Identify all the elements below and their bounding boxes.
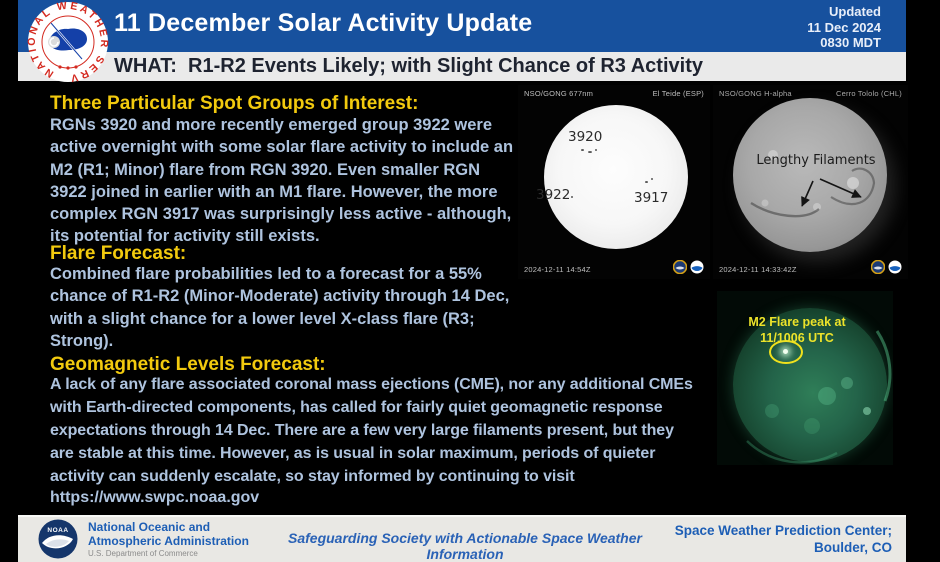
what-banner-bar [18, 52, 906, 81]
white-light-site-label: El Teide (ESP) [652, 89, 704, 98]
swpc-location: Space Weather Prediction Center; Boulder… [674, 523, 892, 555]
footer-bar [18, 515, 906, 562]
white-light-sun-image: 3920 3922 3917 NSO/GONG 677nm El Teide (… [518, 85, 710, 279]
region-label-3920: 3920 [568, 129, 603, 145]
updated-timestamp: Updated 11 Dec 2024 0830 MDT [807, 4, 881, 50]
region-label-3917: 3917 [634, 190, 669, 206]
section-body-spot-groups: RGNs 3920 and more recently emerged grou… [50, 116, 514, 246]
filament-annotation-overlay [750, 150, 876, 218]
header-bar [18, 0, 906, 52]
noaa-logo-icon: NOAA [38, 519, 78, 559]
noaa-seal-icon [673, 260, 687, 274]
filament-annotation-text: Lengthy Filaments [756, 153, 876, 168]
section-body-flare-forecast: Combined flare probabilities led to a fo… [50, 265, 510, 350]
flare-highlight-ellipse [769, 340, 803, 364]
suvi-texture-overlay [746, 330, 892, 464]
section-heading-spot-groups: Three Particular Spot Groups of Interest… [50, 93, 419, 114]
sun-disk-halpha [733, 98, 887, 252]
swpc-url-link[interactable]: https://www.swpc.noaa.gov [50, 489, 260, 506]
nws-mini-icon [690, 260, 704, 274]
what-banner-text: WHAT: R1-R2 Events Likely; with Slight C… [114, 55, 703, 77]
flare-annotation-text: M2 Flare peak at 11/1006 UTC [748, 315, 846, 345]
nws-mini-icon [888, 260, 902, 274]
region-label-3922: 3922 [536, 187, 571, 203]
nws-logo-icon: NATIONAL WEATHER SERVICE [22, 0, 109, 84]
section-heading-geomagnetic: Geomagnetic Levels Forecast: [50, 354, 326, 375]
suvi-euv-sun-image: M2 Flare peak at 11/1006 UTC [717, 291, 893, 465]
sun-disk-suvi [733, 308, 887, 462]
white-light-timestamp: 2024-12-11 14:54Z [524, 265, 591, 274]
section-body-geomagnetic: A lack of any flare associated coronal m… [50, 376, 693, 485]
h-alpha-site-label: Cerro Tololo (CHL) [836, 89, 902, 98]
agency-name: National Oceanic and Atmospheric Adminis… [88, 520, 249, 548]
department-label: U.S. Department of Commerce [88, 549, 198, 558]
h-alpha-timestamp: 2024-12-11 14:33:42Z [719, 265, 797, 274]
white-light-source-label: NSO/GONG 677nm [524, 89, 594, 98]
page-title: 11 December Solar Activity Update [114, 9, 533, 37]
section-heading-flare-forecast: Flare Forecast: [50, 243, 187, 264]
noaa-seal-icon [871, 260, 885, 274]
noaa-logo-text: NOAA [47, 527, 68, 534]
h-alpha-source-label: NSO/GONG H-alpha [719, 89, 792, 98]
h-alpha-sun-image: Lengthy Filaments NSO/GONG H-alpha Cerro… [713, 85, 908, 279]
sun-disk-white [544, 105, 688, 249]
footer-tagline: Safeguarding Society with Actionable Spa… [288, 530, 642, 562]
